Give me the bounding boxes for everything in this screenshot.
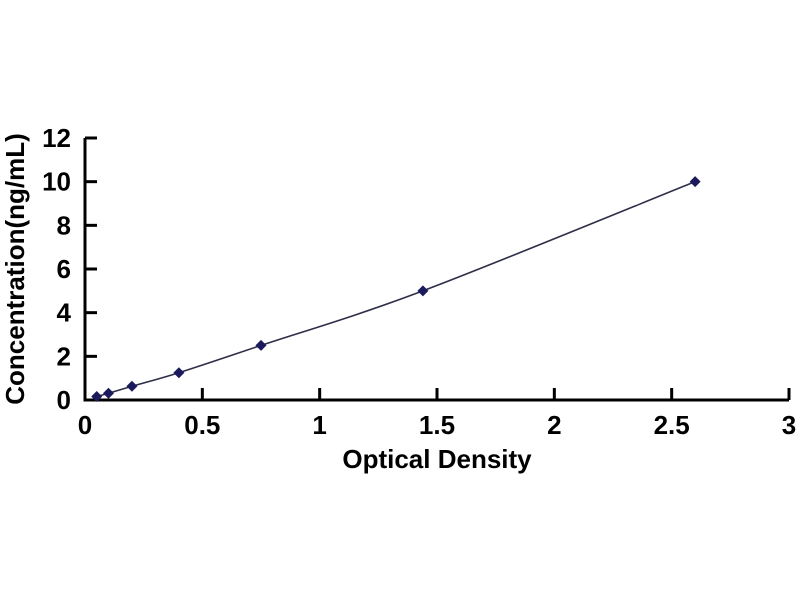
- x-tick-label: 2: [547, 410, 561, 440]
- x-tick-label: 1: [312, 410, 326, 440]
- y-tick-label: 6: [57, 254, 71, 284]
- y-axis-title: Concentration(ng/mL): [0, 133, 30, 405]
- data-point-marker: [255, 339, 267, 351]
- axis-lines: [83, 138, 789, 402]
- data-point-marker: [689, 176, 701, 188]
- y-tick-label: 4: [57, 298, 72, 328]
- y-tick-label: 0: [57, 385, 71, 415]
- x-axis-title: Optical Density: [342, 444, 532, 474]
- data-point-marker: [102, 387, 114, 399]
- y-tick-label: 12: [42, 123, 71, 153]
- data-point-marker: [126, 380, 138, 392]
- x-tick-label: 2.5: [654, 410, 690, 440]
- plot-area: 0 2 4 6 8 10 12 0 0.5 1 1.5 2 2.5 3: [42, 123, 796, 440]
- standard-curve-line: [96, 180, 696, 398]
- x-tick-label: 3: [782, 410, 796, 440]
- y-tick-label: 2: [57, 341, 71, 371]
- data-point-marker: [417, 285, 429, 297]
- y-tick-label: 8: [57, 210, 71, 240]
- y-tick-label: 10: [42, 167, 71, 197]
- data-point-marker: [173, 367, 185, 379]
- x-tick-label: 0.5: [184, 410, 220, 440]
- x-tick-label: 1.5: [419, 410, 455, 440]
- data-point-marker: [91, 391, 103, 403]
- x-tick-label: 0: [78, 410, 92, 440]
